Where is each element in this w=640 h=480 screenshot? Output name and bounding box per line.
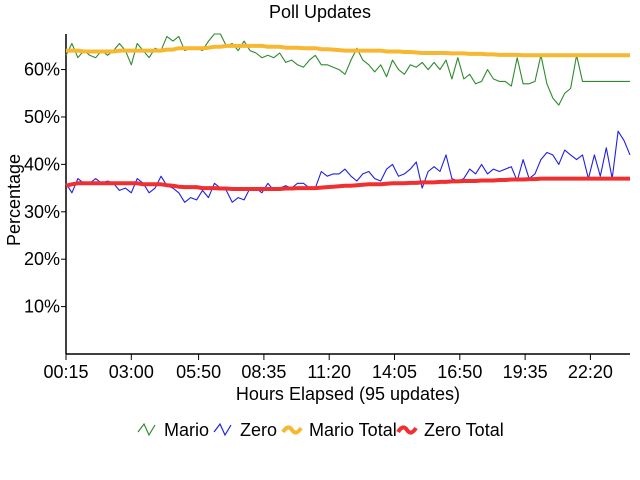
legend-label: Zero <box>240 420 277 440</box>
series-line-zero <box>65 130 631 203</box>
series-layer <box>65 33 631 203</box>
x-tick-label: 14:05 <box>372 362 417 382</box>
legend-item-zero: Zero <box>213 420 277 440</box>
x-tick-label: 11:20 <box>307 362 351 382</box>
legend-item-mario: Mario <box>137 420 209 440</box>
x-tick-label: 19:35 <box>503 362 548 382</box>
series-line-mario <box>65 33 630 106</box>
y-ticks: 10% 20% 30% 40% 50% 60% <box>24 60 66 317</box>
legend-label: Mario <box>164 420 209 440</box>
legend-swatch-mario <box>137 422 156 437</box>
x-ticks: 00:15 03:00 05:50 08:35 11:20 14:05 16:50 19:35… <box>43 354 613 382</box>
y-tick-label: 40% <box>24 154 60 174</box>
x-tick-label: 08:35 <box>241 362 286 382</box>
legend-swatch-zero-total <box>396 425 418 435</box>
x-tick-label: 16:50 <box>437 362 482 382</box>
legend: Mario Zero Mario Total Zero Total <box>137 420 504 440</box>
plot-area: 10% 20% 30% 40% 50% 60% 00:15 03:00 05:50 08:35 1… <box>24 33 631 382</box>
x-tick-label: 05:50 <box>176 362 221 382</box>
legend-label: Zero Total <box>424 420 504 440</box>
legend-swatch-zero <box>213 422 232 437</box>
y-tick-label: 20% <box>24 249 60 269</box>
x-tick-label: 00:15 <box>43 362 88 382</box>
x-tick-label: 22:20 <box>568 362 613 382</box>
legend-swatch-mario-total <box>281 425 303 435</box>
y-tick-label: 60% <box>24 60 60 80</box>
legend-label: Mario Total <box>309 420 397 440</box>
y-tick-label: 30% <box>24 202 60 222</box>
series-line-mario-total <box>66 43 630 58</box>
series-line-zero-total <box>65 176 630 191</box>
y-tick-label: 10% <box>24 297 60 317</box>
y-axis-label: Percentage <box>4 154 24 246</box>
x-tick-label: 03:00 <box>109 362 154 382</box>
legend-item-zero-total: Zero Total <box>396 420 504 440</box>
legend-item-mario-total: Mario Total <box>281 420 397 440</box>
y-tick-label: 50% <box>24 107 60 127</box>
chart-title: Poll Updates <box>269 2 371 22</box>
x-axis-label: Hours Elapsed (95 updates) <box>236 384 460 404</box>
